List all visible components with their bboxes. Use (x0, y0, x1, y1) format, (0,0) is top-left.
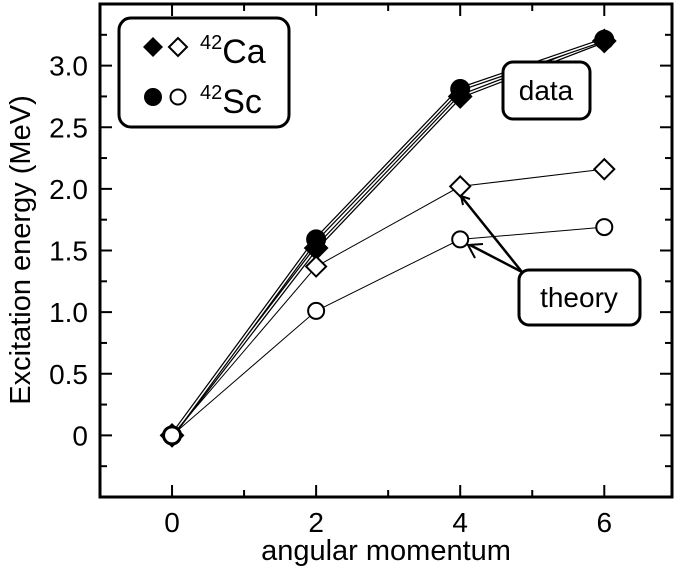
y-tick-label: 0.5 (49, 359, 88, 390)
diamond-marker (592, 157, 616, 181)
data-annotation: data (501, 60, 592, 121)
diamond-marker (448, 174, 472, 198)
y-tick-label: 0 (72, 420, 88, 451)
circle-marker (450, 79, 471, 100)
axis-ticks: 0 2 4 6 0 0.5 1.0 1.5 2.0 2.5 3.0 (49, 4, 672, 538)
y-tick-label: 3.0 (49, 51, 88, 82)
svg-text:data: data (519, 75, 574, 106)
circle-marker (163, 426, 182, 445)
legend-label-ca: 42Ca (200, 32, 266, 71)
series-line (171, 226, 605, 436)
svg-text:theory: theory (540, 282, 618, 313)
legend-open-circle-marker (169, 88, 187, 106)
y-tick-label: 1.0 (49, 297, 88, 328)
x-tick-label: 6 (596, 507, 612, 538)
series-markers (159, 28, 617, 448)
circle-marker (451, 230, 470, 249)
y-tick-label: 1.5 (49, 236, 88, 267)
circle-marker (306, 229, 327, 250)
x-tick-label: 4 (452, 507, 468, 538)
theory-annotation: theory (459, 194, 642, 327)
plot-frame (98, 2, 674, 499)
x-tick-label: 0 (164, 507, 180, 538)
circle-marker (594, 29, 615, 50)
circle-marker (595, 218, 614, 237)
x-axis-label: angular momentum (261, 535, 511, 567)
circle-marker (307, 301, 326, 320)
series-line (171, 168, 605, 436)
diamond-marker (304, 255, 328, 278)
y-axis-label: Excitation energy (MeV) (5, 95, 37, 404)
legend-filled-circle-marker (144, 88, 162, 106)
y-tick-label: 2.5 (49, 112, 88, 143)
legend-open-diamond-marker (167, 36, 189, 58)
legend-filled-diamond-marker (143, 37, 163, 57)
x-tick-label: 2 (308, 507, 324, 538)
legend: 42Ca 42Sc (117, 16, 291, 129)
y-tick-label: 2.0 (49, 174, 88, 205)
legend-label-sc: 42Sc (200, 82, 262, 121)
